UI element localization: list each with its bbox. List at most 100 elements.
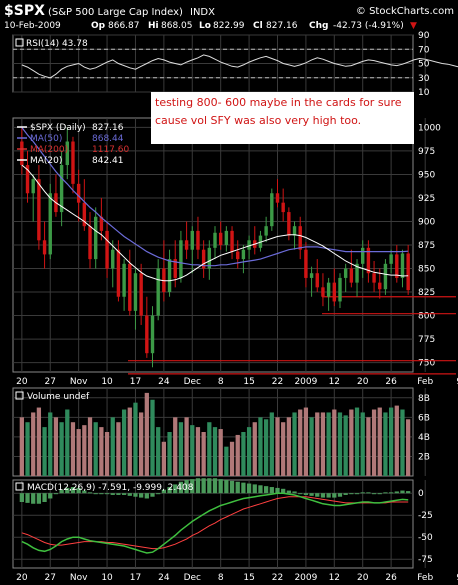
- price-x-tick: 24: [158, 377, 170, 387]
- macd-x-tick: 17: [130, 573, 141, 583]
- macd-histogram-bar: [224, 480, 229, 494]
- volume-bar: [19, 417, 24, 476]
- macd-histogram-bar: [59, 489, 64, 494]
- candle-body: [366, 247, 371, 274]
- candle-body: [383, 263, 388, 290]
- volume-bar: [337, 412, 343, 476]
- macd-histogram-bar: [127, 493, 132, 496]
- candle-body: [395, 254, 399, 278]
- ma50-line: [21, 127, 409, 267]
- macd-histogram-bar: [275, 487, 280, 494]
- volume-bar: [229, 441, 235, 476]
- quote-date: 10-Feb-2009: [4, 21, 61, 31]
- volume-bar: [343, 415, 348, 476]
- macd-x-tick: Nov: [70, 573, 88, 583]
- candle-body: [156, 268, 160, 316]
- candle-body: [241, 249, 246, 260]
- macd-histogram-bar: [178, 481, 184, 494]
- macd-histogram-bar: [99, 493, 104, 495]
- volume-bar: [366, 417, 371, 476]
- volume-bar: [104, 432, 110, 476]
- volume-bar: [144, 392, 149, 476]
- volume-bar: [25, 422, 30, 476]
- volume-bar: [286, 417, 291, 476]
- candle-body: [292, 226, 297, 236]
- price-legend-label: $SPX (Daily): [30, 123, 86, 133]
- price-y-tick: 1000: [418, 123, 441, 133]
- volume-bar: [252, 422, 257, 476]
- price-legend-value: 868.44: [92, 134, 124, 144]
- candle-body: [304, 249, 308, 278]
- macd-histogram-bar: [343, 493, 348, 495]
- candle-body: [128, 263, 132, 311]
- macd-histogram-bar: [36, 493, 42, 504]
- volume-bar: [212, 427, 218, 476]
- price-y-tick: 975: [418, 147, 435, 157]
- macd-histogram-bar: [354, 493, 360, 495]
- candle-body: [139, 273, 143, 316]
- candle-body: [332, 282, 337, 302]
- candle-body: [71, 141, 75, 184]
- macd-histogram-bar: [264, 486, 269, 494]
- price-x-tick: 20: [357, 377, 369, 387]
- volume-bar: [133, 402, 138, 476]
- price-y-tick: 775: [418, 335, 435, 345]
- rsi-y-tick: 10: [418, 88, 430, 98]
- macd-histogram-bar: [303, 493, 309, 495]
- candle-body: [201, 249, 206, 269]
- candle-body: [196, 230, 200, 250]
- price-x-tick: Nov: [70, 377, 88, 387]
- volume-bar: [36, 407, 42, 476]
- candle-body: [179, 240, 183, 278]
- candle-body: [355, 263, 359, 283]
- price-x-tick: 17: [130, 377, 141, 387]
- candle-body: [400, 253, 405, 278]
- macd-histogram-bar: [87, 492, 93, 494]
- candle-body: [37, 179, 41, 241]
- volume-bar: [70, 422, 76, 476]
- macd-x-tick: 20: [357, 573, 369, 583]
- macd-x-tick: 15: [243, 573, 254, 583]
- candle-body: [270, 193, 274, 227]
- candle-body: [298, 226, 302, 250]
- close-label: Cl: [253, 21, 263, 31]
- volume-bar: [53, 417, 59, 476]
- macd-legend: MACD(12,26,9) -7.591, -9.999, 2.408: [27, 483, 194, 493]
- price-legend-label: MA(200): [30, 145, 68, 155]
- volume-bar: [320, 412, 326, 476]
- macd-histogram-bar: [139, 493, 144, 498]
- volume-bar: [303, 407, 309, 476]
- candle-body: [207, 247, 212, 269]
- volume-bar: [241, 432, 246, 476]
- price-y-tick: 875: [418, 241, 435, 251]
- candle-body: [264, 226, 268, 236]
- macd-y-tick: -25: [418, 511, 433, 521]
- candle-body: [145, 315, 149, 354]
- annotation-box: [151, 92, 414, 144]
- volume-y-tick: 4B: [418, 433, 430, 443]
- candle-body: [116, 249, 121, 297]
- rsi-y-tick: 90: [418, 31, 430, 41]
- price-legend-value: 827.16: [92, 123, 124, 133]
- macd-histogram-bar: [292, 491, 297, 494]
- macd-histogram-bar: [121, 493, 127, 495]
- macd-histogram-bar: [229, 480, 235, 494]
- volume-bar: [360, 412, 365, 476]
- volume-bar: [218, 429, 223, 476]
- candle-body: [247, 240, 251, 250]
- volume-bar: [48, 412, 53, 476]
- price-x-tick: 20: [16, 377, 28, 387]
- macd-histogram-bar: [76, 487, 81, 494]
- volume-bar: [116, 422, 121, 476]
- macd-histogram-bar: [31, 493, 36, 504]
- macd-histogram-bar: [116, 493, 121, 495]
- volume-panel: 2B 4B 6B 8B Volume undef: [12, 387, 430, 477]
- candle-body: [25, 165, 30, 194]
- candle-body: [230, 230, 234, 252]
- macd-histogram-bar: [144, 493, 149, 499]
- price-legend-label: MA(20): [30, 156, 62, 166]
- change-label: Chg: [309, 21, 328, 31]
- macd-histogram-bar: [70, 487, 76, 494]
- volume-bar: [224, 446, 229, 476]
- candle-body: [321, 287, 325, 297]
